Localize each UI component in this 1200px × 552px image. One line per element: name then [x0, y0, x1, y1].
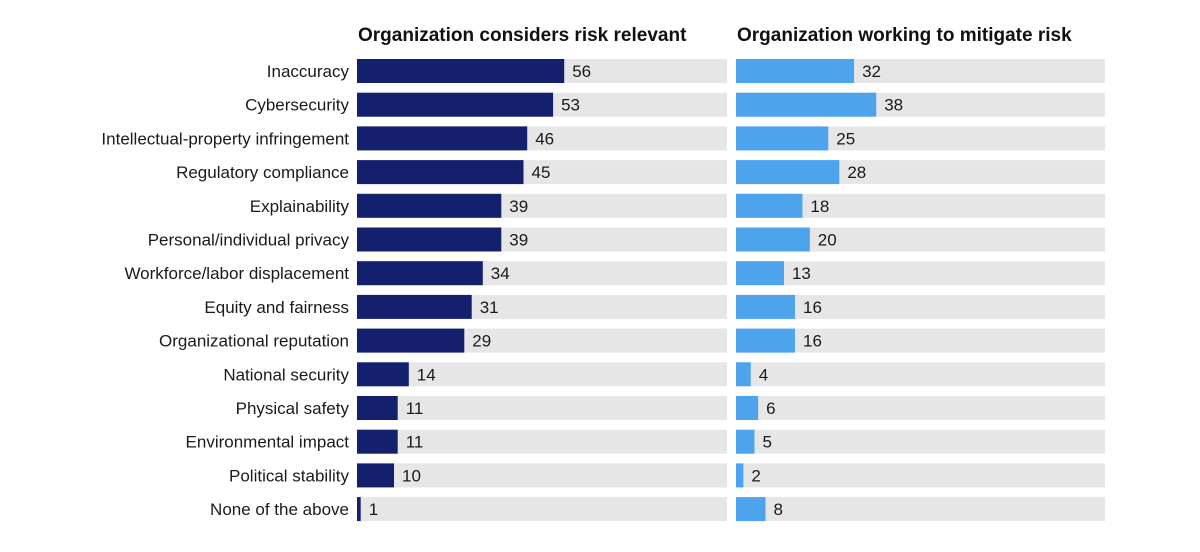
- data-label: 31: [480, 298, 499, 317]
- bar: [357, 59, 565, 83]
- data-label: 56: [572, 62, 591, 81]
- data-label: 38: [884, 96, 903, 115]
- category-label: Organizational reputation: [159, 332, 349, 351]
- category-label: Equity and fairness: [204, 298, 349, 317]
- bar: [357, 193, 502, 218]
- data-label: 16: [803, 332, 822, 351]
- category-label: Cybersecurity: [245, 96, 349, 115]
- category-label: Environmental impact: [186, 433, 350, 452]
- bar-track: [736, 429, 1105, 454]
- bar: [736, 261, 784, 286]
- data-label: 46: [535, 129, 554, 148]
- bar: [357, 126, 528, 151]
- bar-track: [357, 463, 727, 488]
- data-label: 39: [509, 197, 528, 216]
- data-label: 13: [792, 264, 811, 283]
- panel-title-1: Organization considers risk relevant: [358, 25, 687, 46]
- bar-track: [736, 261, 1105, 286]
- bar: [357, 160, 524, 185]
- data-label: 28: [847, 163, 866, 182]
- bar-track: [357, 362, 727, 387]
- data-label: 14: [417, 365, 436, 384]
- bar-track: [736, 497, 1105, 522]
- bar: [357, 429, 398, 454]
- bar-track: [736, 362, 1105, 387]
- bar: [357, 328, 465, 353]
- bar: [736, 92, 877, 117]
- bar: [736, 396, 759, 420]
- bar: [357, 463, 394, 488]
- category-label: Personal/individual privacy: [148, 231, 350, 250]
- bar: [736, 193, 803, 218]
- data-label: 25: [836, 129, 855, 148]
- bar: [357, 227, 502, 252]
- bar-track: [357, 396, 727, 420]
- bar: [357, 92, 554, 117]
- data-label: 1: [369, 500, 378, 519]
- bar: [357, 362, 409, 387]
- data-label: 4: [759, 365, 768, 384]
- data-label: 45: [532, 163, 551, 182]
- data-label: 29: [472, 332, 491, 351]
- data-label: 32: [862, 62, 881, 81]
- data-label: 16: [803, 298, 822, 317]
- bar-track: [736, 328, 1105, 353]
- bar: [736, 429, 755, 454]
- category-label: Workforce/labor displacement: [124, 264, 349, 283]
- bar: [736, 227, 810, 252]
- data-label: 6: [766, 399, 775, 418]
- category-label: National security: [223, 365, 349, 384]
- data-label: 11: [406, 399, 424, 418]
- bar: [736, 294, 796, 319]
- bar-track: [357, 429, 727, 454]
- data-label: 53: [561, 96, 580, 115]
- bar: [357, 261, 483, 286]
- data-label: 11: [406, 433, 424, 452]
- category-label: Political stability: [229, 466, 349, 485]
- bar: [736, 497, 766, 522]
- data-label: 34: [491, 264, 510, 283]
- bar: [357, 396, 398, 420]
- bar-track: [736, 396, 1105, 420]
- bar: [736, 463, 744, 488]
- bar: [736, 362, 751, 387]
- data-label: 5: [762, 433, 771, 452]
- category-label: Physical safety: [236, 399, 350, 418]
- bar: [736, 126, 829, 151]
- bar: [736, 59, 855, 83]
- bar: [357, 294, 472, 319]
- bar: [357, 497, 361, 522]
- category-label: None of the above: [210, 500, 349, 519]
- category-label: Explainability: [250, 197, 350, 216]
- category-label: Intellectual-property infringement: [101, 129, 349, 148]
- data-label: 20: [818, 231, 837, 250]
- category-label: Regulatory compliance: [176, 163, 349, 182]
- bar-track: [736, 463, 1105, 488]
- bar-track: [736, 294, 1105, 319]
- bar-track: [357, 497, 727, 522]
- data-label: 39: [509, 231, 528, 250]
- category-label: Inaccuracy: [267, 62, 350, 81]
- data-label: 8: [774, 500, 783, 519]
- data-label: 18: [810, 197, 829, 216]
- bar: [736, 160, 840, 185]
- panel-title-2: Organization working to mitigate risk: [737, 25, 1072, 46]
- data-label: 2: [751, 466, 760, 485]
- bar: [736, 328, 796, 353]
- data-label: 10: [402, 466, 421, 485]
